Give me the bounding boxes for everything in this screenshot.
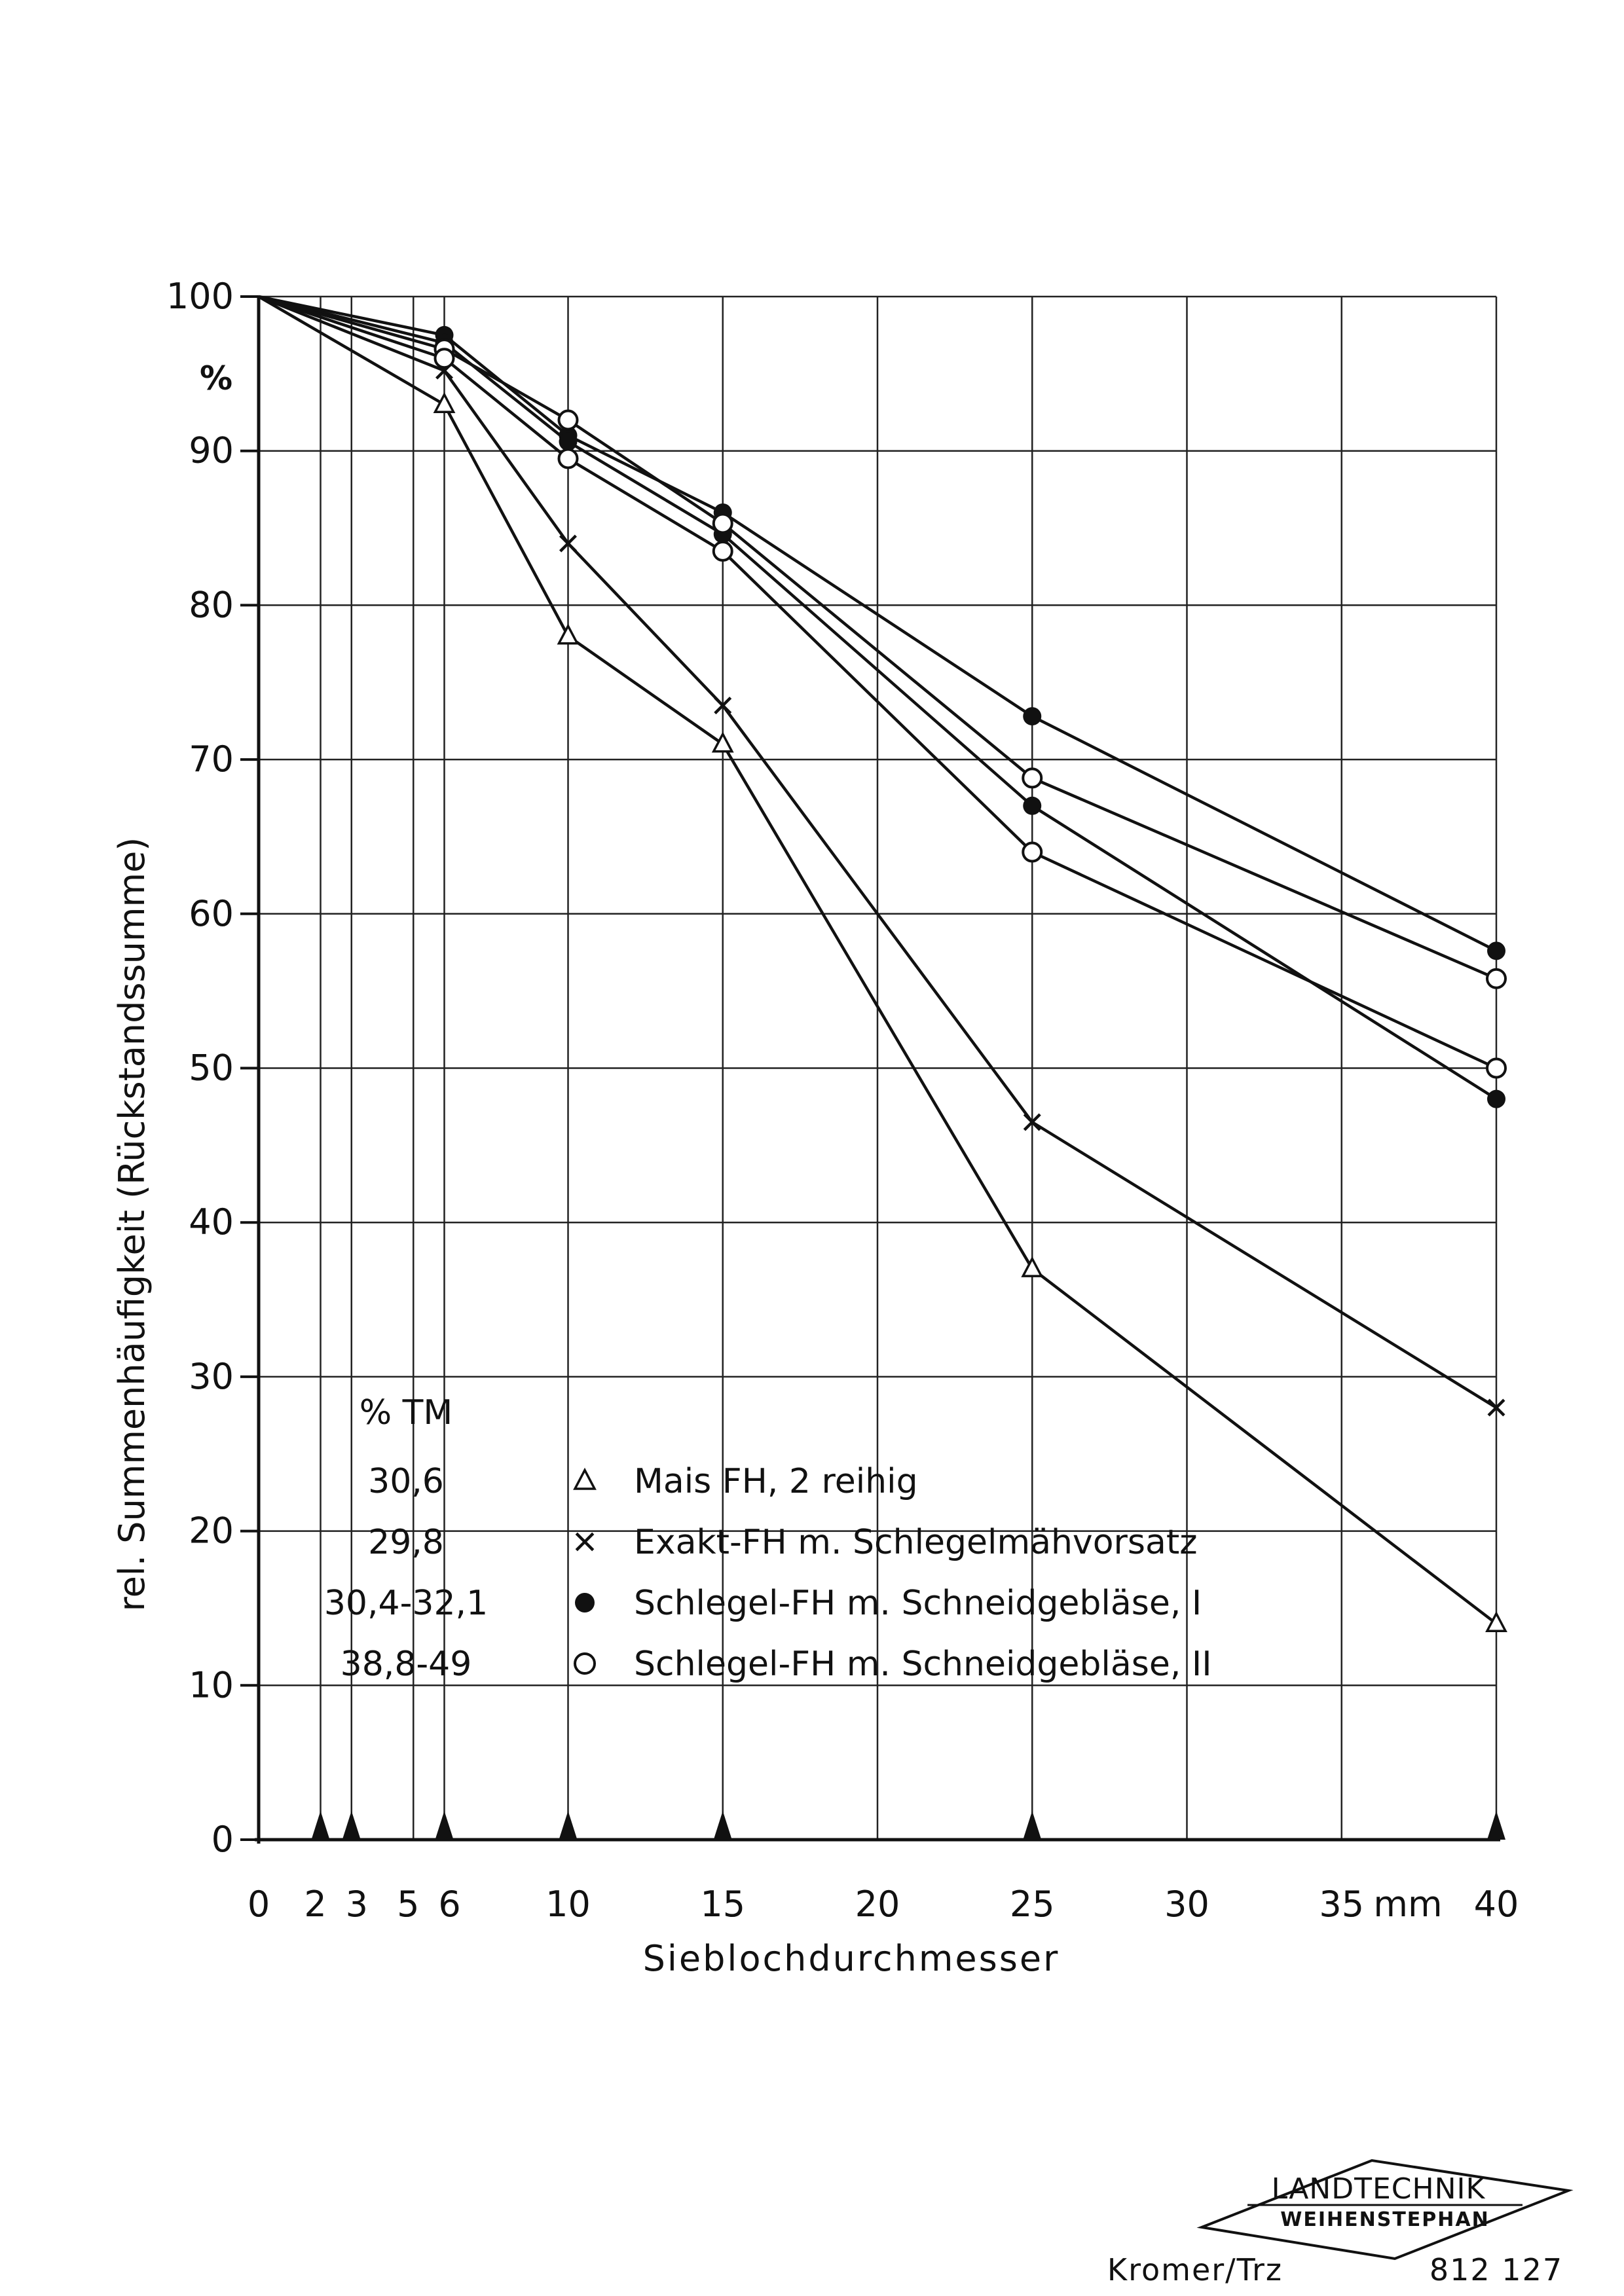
x-marker-triangle <box>1023 1811 1042 1840</box>
legend-tm-value: 30,4-32,1 <box>324 1584 488 1623</box>
x-axis-label: Sieblochdurchmesser <box>643 1938 1060 1979</box>
x-marker-triangle <box>342 1811 361 1840</box>
x-marker-triangle <box>559 1811 578 1840</box>
x-tick-label: 30 <box>1164 1884 1209 1925</box>
legend-label: Exakt-FH m. Schlegelmähvorsatz <box>634 1523 1198 1562</box>
series-3-point <box>712 540 733 562</box>
series-2-point <box>1487 941 1505 960</box>
x-marker-triangle <box>311 1811 330 1840</box>
series-2-line-0 <box>258 295 1498 953</box>
series-0-point <box>433 392 456 413</box>
legend: 30,6 Mais FH, 2 reihig 29,8 Exakt-FH m. Sch… <box>324 1462 1212 1684</box>
series-2-point <box>1023 796 1042 815</box>
legend-tm-value: 30,6 <box>368 1462 444 1501</box>
x-marker-triangle <box>1487 1811 1505 1840</box>
x-tick-label: 15 <box>700 1884 745 1925</box>
legend-marker <box>575 1532 595 1552</box>
series-1-point <box>559 534 577 553</box>
y-tick-label: 0 <box>212 1819 234 1860</box>
series-1-point-stroke <box>559 534 577 553</box>
series-1-point <box>1023 1113 1041 1131</box>
y-tick-label: 20 <box>189 1510 234 1552</box>
y-tick-label: 40 <box>189 1201 234 1243</box>
series-1-point-stroke <box>1487 1398 1505 1417</box>
legend-label: Mais FH, 2 reihig <box>634 1462 918 1501</box>
series-3-point <box>1486 1057 1507 1079</box>
y-tick-label: 100 <box>166 276 234 317</box>
series-1-point-stroke <box>714 697 732 715</box>
y-tick-label: 80 <box>189 584 234 625</box>
stamp-line2: WEIHENSTEPHAN <box>1280 2208 1489 2231</box>
series-3-point <box>712 513 733 534</box>
legend-marker <box>575 1593 595 1613</box>
y-tick-label: 50 <box>189 1048 234 1089</box>
x-tick-label: 35 <box>1319 1884 1364 1925</box>
x-tick-label: 6 <box>438 1884 460 1925</box>
legend-marker-stroke <box>575 1532 595 1552</box>
y-tick-label: 60 <box>189 893 234 934</box>
stamp-author: Kromer/Trz <box>1107 2252 1283 2287</box>
x-tick-label: 20 <box>855 1884 900 1925</box>
series-3-point <box>434 348 455 369</box>
legend-marker <box>574 1652 596 1675</box>
series-3-point <box>1486 968 1507 989</box>
x-tick-label: 5 <box>397 1884 419 1925</box>
series-3-point <box>1022 841 1043 863</box>
series-1-line-0 <box>258 295 1498 1409</box>
series-1-point <box>1487 1398 1505 1417</box>
axes <box>240 295 1505 1844</box>
stamp-outline <box>1196 2159 1574 2261</box>
y-tick-label: 10 <box>189 1664 234 1705</box>
stamp-number: 812 127 <box>1430 2252 1563 2287</box>
x-tick-label: 3 <box>346 1884 368 1925</box>
series-3-line-1 <box>258 295 1497 1070</box>
legend-header: % TM <box>360 1393 453 1432</box>
series-3-line-0 <box>258 295 1497 980</box>
legend-tm-value: 29,8 <box>368 1523 444 1562</box>
legend-tm-value: 38,8-49 <box>341 1645 472 1684</box>
series-0-line-0 <box>257 295 1498 1625</box>
landtechnik-stamp: LANDTECHNIK WEIHENSTEPHAN Kromer/Trz 812… <box>1107 2159 1574 2287</box>
y-tick-label: 90 <box>189 430 234 471</box>
legend-marker <box>573 1467 597 1490</box>
series-3-point <box>557 409 579 431</box>
x-unit-label: mm <box>1373 1884 1442 1925</box>
series-1-point <box>714 697 732 715</box>
x-tick-label: 10 <box>545 1884 591 1925</box>
grid <box>259 295 1498 1840</box>
series-0-point <box>557 623 580 645</box>
series-2-point <box>559 432 578 451</box>
series-2-line-1 <box>258 295 1498 1101</box>
series-0-point <box>711 731 734 753</box>
series-2-point <box>1023 707 1042 726</box>
stamp-line1: LANDTECHNIK <box>1272 2172 1486 2206</box>
series-0-point <box>1021 1256 1044 1277</box>
y-axis-label: rel. Summenhäufigkeit (Rückstandssumme) <box>111 837 153 1612</box>
x-marker-triangle <box>713 1811 732 1840</box>
y-tick-label: 30 <box>189 1356 234 1397</box>
x-tick-label: 40 <box>1474 1884 1519 1925</box>
series-2-point <box>1487 1089 1505 1108</box>
x-tick-label: 25 <box>1010 1884 1055 1925</box>
legend-label: Schlegel-FH m. Schneidgebläse, II <box>634 1645 1212 1684</box>
series-3-point <box>1022 767 1043 789</box>
series-0-point <box>1485 1611 1507 1632</box>
series-1-point-stroke <box>1023 1113 1041 1131</box>
series-3-point <box>557 448 579 469</box>
y-tick-label: 70 <box>189 738 234 780</box>
series-lines <box>257 295 1498 1625</box>
x-marker-triangle <box>435 1811 454 1840</box>
series-markers <box>433 325 1507 1632</box>
y-unit-label: % <box>200 359 232 397</box>
x-tick-label: 2 <box>304 1884 326 1925</box>
x-tick-label: 0 <box>248 1884 270 1925</box>
legend-label: Schlegel-FH m. Schneidgebläse, I <box>634 1584 1202 1623</box>
